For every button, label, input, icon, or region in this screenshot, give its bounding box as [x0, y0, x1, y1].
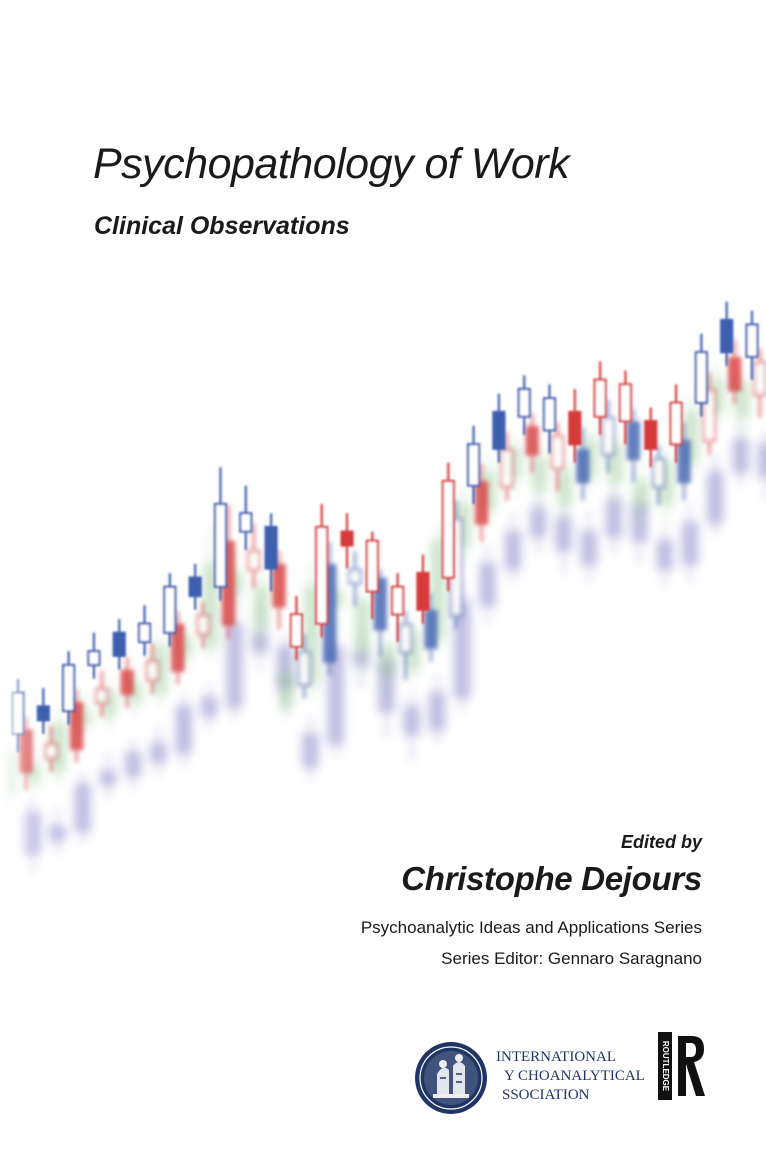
front-candle-body — [466, 443, 481, 487]
green-candle-body — [734, 383, 750, 418]
back-candle-body — [601, 416, 615, 456]
violet-candle-body — [428, 691, 446, 731]
front-candle-body — [593, 378, 607, 418]
back-candle-body — [348, 568, 362, 585]
green-candle-body — [557, 470, 572, 506]
front-candle-body — [568, 410, 582, 446]
front-candle-body — [239, 512, 253, 533]
violet-candle-body — [175, 705, 192, 754]
violet-candle-body — [302, 733, 319, 768]
violet-candle-body — [757, 443, 766, 478]
back-candle-body — [702, 389, 716, 442]
back-candle-body — [474, 481, 489, 525]
back-candle-body — [652, 458, 666, 488]
violet-candle-body — [656, 540, 673, 570]
violet-candle-body — [201, 696, 218, 718]
violet-candle-body — [530, 507, 547, 538]
edited-by-label: Edited by — [620, 832, 702, 852]
series-name: Psychoanalytic Ideas and Applications Se… — [360, 918, 702, 937]
violet-candle-body — [403, 705, 420, 736]
back-candle-body — [728, 356, 742, 392]
editor-name: Christophe Dejours — [401, 860, 702, 897]
back-candle-body — [424, 609, 438, 649]
violet-candle-body — [606, 498, 623, 538]
front-candle-body — [213, 502, 228, 588]
ipa-wordmark: INTERNATIONAL Y CHOANALYTICAL SSOCIATION — [496, 1048, 656, 1105]
front-candle-body — [542, 397, 557, 432]
green-candle-body — [532, 457, 547, 492]
front-candle-body — [720, 318, 734, 354]
back-candle-body — [576, 448, 590, 484]
back-candle-body — [525, 425, 539, 456]
front-candle-body — [669, 401, 683, 446]
ipa-line-1: INTERNATIONAL — [496, 1049, 616, 1065]
front-candle-body — [618, 383, 633, 423]
back-candle-body — [753, 361, 766, 396]
back-candle-body — [626, 421, 641, 461]
back-candle-body — [500, 448, 514, 488]
front-candle-body — [644, 420, 658, 450]
front-candle-body — [264, 525, 278, 570]
green-candle-body — [254, 585, 269, 630]
front-candle-body — [188, 576, 202, 598]
series-editor: Series Editor: Gennaro Saragnano — [441, 949, 702, 968]
violet-candle-body — [631, 503, 648, 543]
front-candle-body — [340, 530, 354, 547]
back-candle-body — [399, 623, 413, 654]
green-candle-body — [633, 480, 648, 510]
back-candle-body — [373, 577, 387, 631]
front-candle-body — [315, 525, 329, 625]
violet-candle-body — [555, 517, 572, 552]
violet-candle-body — [504, 530, 521, 570]
front-candle-body — [416, 571, 430, 611]
back-candle-body — [297, 651, 312, 686]
ipa-line-3: SSOCIATION — [502, 1087, 590, 1103]
violet-candle-body — [251, 632, 268, 653]
front-candle-body — [492, 410, 506, 450]
back-candle-body — [171, 623, 185, 672]
violet-candle-body — [732, 438, 749, 474]
back-candle-body — [247, 550, 261, 571]
green-candle-body — [380, 645, 395, 676]
front-candle-body — [745, 323, 759, 358]
violet-candle-body — [681, 521, 699, 566]
book-subtitle: Clinical Observations — [94, 212, 350, 240]
violet-candle-body — [707, 471, 724, 524]
violet-candle-body — [580, 530, 597, 566]
back-candle-body — [196, 614, 210, 636]
violet-candle-body — [352, 650, 370, 667]
front-candle-body — [441, 479, 455, 579]
green-candle-body — [355, 599, 370, 653]
back-candle-body — [550, 435, 565, 470]
front-candle-body — [694, 351, 708, 404]
violet-candle-body — [226, 622, 243, 708]
front-candle-body — [289, 613, 304, 648]
back-candle-body — [272, 563, 286, 608]
front-candle-body — [163, 585, 177, 634]
fade-overlay — [0, 600, 160, 920]
back-candle-body — [677, 439, 691, 484]
front-candle-body — [365, 539, 379, 593]
ipa-line-2: Y CHOANALYTICAL — [504, 1068, 645, 1084]
ipa-seal-logo — [415, 1042, 487, 1114]
routledge-logo: ROUTLEDGE — [658, 1032, 705, 1100]
front-candle-body — [391, 585, 405, 616]
violet-candle-body — [479, 563, 496, 607]
routledge-label: ROUTLEDGE — [661, 1041, 670, 1092]
green-candle-body — [279, 673, 294, 708]
front-candle-body — [517, 387, 531, 418]
book-title: Psychopathology of Work — [93, 140, 570, 188]
